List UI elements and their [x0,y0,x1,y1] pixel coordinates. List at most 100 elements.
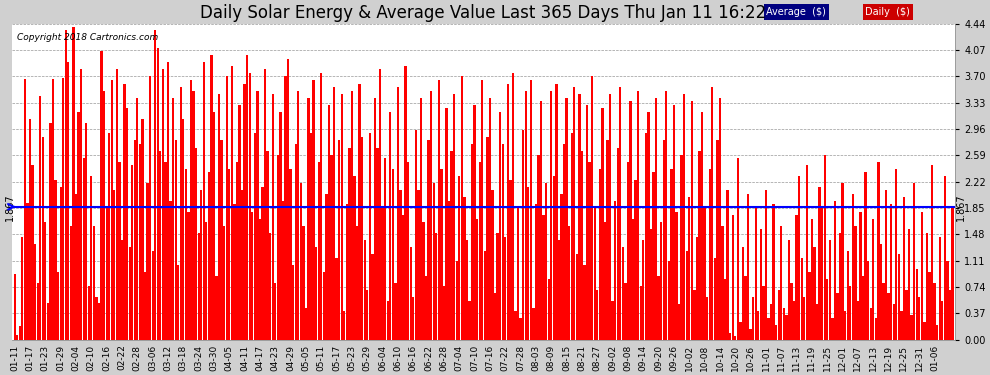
Bar [423,222,425,340]
Bar [890,204,892,340]
Bar [315,247,318,340]
Bar [85,123,87,340]
Bar [675,211,678,340]
Bar [921,211,923,340]
Bar [358,84,360,340]
Bar [478,162,481,340]
Bar [425,276,428,340]
Bar [701,112,703,340]
Bar [622,247,624,340]
Bar [709,169,711,340]
Bar [637,91,640,340]
Bar [443,286,446,340]
Bar [515,311,517,340]
Bar [271,94,274,340]
Bar [683,94,685,340]
Bar [856,301,859,340]
Bar [581,151,583,340]
Bar [402,215,404,340]
Bar [67,62,69,340]
Bar [936,326,939,340]
Bar [376,147,379,340]
Bar [453,94,455,340]
Bar [729,333,732,340]
Bar [832,318,834,340]
Bar [185,169,187,340]
Bar [502,144,504,340]
Bar [277,154,279,340]
Bar [147,183,148,340]
Bar [849,286,851,340]
Title: Daily Solar Energy & Average Value Last 365 Days Thu Jan 11 16:22: Daily Solar Energy & Average Value Last … [200,4,766,22]
Bar [234,204,236,340]
Bar [384,158,386,340]
Bar [525,91,527,340]
Bar [796,215,798,340]
Bar [341,94,343,340]
Bar [297,91,299,340]
Bar [51,78,54,340]
Bar [368,134,371,340]
Bar [374,98,376,340]
Bar [458,176,460,340]
Bar [124,84,126,340]
Bar [555,84,557,340]
Bar [793,301,795,340]
Bar [274,283,276,340]
Bar [348,147,350,340]
Bar [790,283,793,340]
Bar [131,165,134,340]
Bar [371,254,373,340]
Bar [221,141,223,340]
Bar [667,261,670,340]
Bar [195,147,197,340]
Bar [139,144,141,340]
Bar [547,279,549,340]
Bar [520,318,522,340]
Bar [777,290,780,340]
Bar [468,301,470,340]
Bar [948,290,951,340]
Bar [517,208,519,340]
Bar [62,78,64,340]
Bar [111,80,113,340]
Bar [287,58,289,340]
Bar [412,297,415,340]
Bar [192,91,195,340]
Bar [803,297,806,340]
Bar [420,98,422,340]
Bar [203,62,205,340]
Bar [808,272,811,340]
Bar [320,73,323,340]
Bar [893,304,895,340]
Bar [174,141,177,340]
Bar [846,251,848,340]
Bar [780,226,782,340]
Bar [557,240,560,340]
Bar [366,290,368,340]
Bar [880,244,882,340]
Bar [785,315,788,340]
Bar [108,134,110,340]
Bar [744,276,746,340]
Bar [428,141,430,340]
Bar [473,105,476,340]
Bar [586,105,588,340]
Bar [381,208,384,340]
Bar [167,62,169,340]
Bar [898,254,900,340]
Bar [450,151,452,340]
Bar [318,162,320,340]
Bar [69,226,72,340]
Bar [862,276,864,340]
Bar [606,141,609,340]
Bar [182,119,184,340]
Bar [903,197,905,340]
Bar [197,233,200,340]
Bar [455,261,458,340]
Bar [754,208,757,340]
Bar [939,237,940,340]
Bar [433,183,435,340]
Bar [545,183,547,340]
Bar [612,301,614,340]
